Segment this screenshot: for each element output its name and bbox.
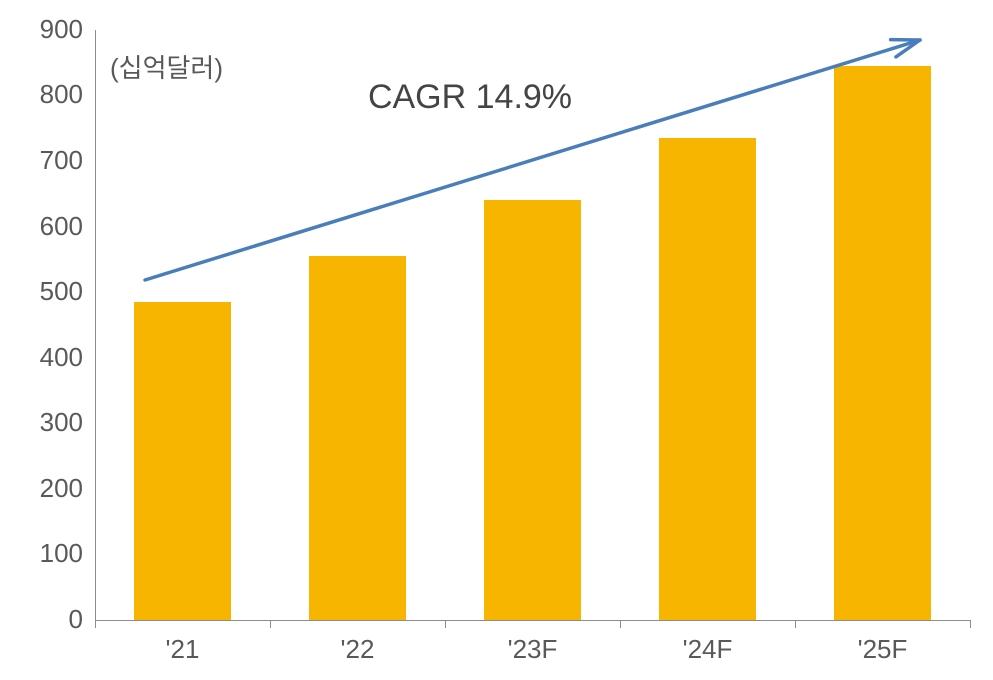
y-tick-label: 200 — [0, 473, 83, 504]
x-tick-mark — [95, 620, 96, 628]
x-tick-label: '24F — [620, 634, 795, 665]
x-tick-label: '22 — [270, 634, 445, 665]
bar-chart: 0100200300400500600700800900'21'22'23F'2… — [0, 0, 993, 680]
x-tick-mark — [795, 620, 796, 628]
x-tick-mark — [970, 620, 971, 628]
x-tick-label: '23F — [445, 634, 620, 665]
bar — [834, 66, 930, 620]
y-tick-label: 300 — [0, 407, 83, 438]
bar — [484, 200, 580, 620]
y-tick-label: 100 — [0, 538, 83, 569]
y-tick-label: 500 — [0, 276, 83, 307]
y-axis-line — [95, 30, 96, 620]
y-tick-label: 700 — [0, 145, 83, 176]
x-tick-mark — [270, 620, 271, 628]
x-tick-label: '21 — [95, 634, 270, 665]
x-axis-line — [95, 620, 970, 621]
bar — [659, 138, 755, 620]
bar — [134, 302, 230, 620]
y-tick-label: 400 — [0, 342, 83, 373]
x-tick-label: '25F — [795, 634, 970, 665]
y-tick-label: 600 — [0, 211, 83, 242]
y-tick-label: 0 — [0, 604, 83, 635]
x-tick-mark — [620, 620, 621, 628]
bar — [309, 256, 405, 620]
unit-label: (십억달러) — [110, 48, 223, 85]
x-tick-mark — [445, 620, 446, 628]
y-tick-label: 900 — [0, 14, 83, 45]
cagr-label: CAGR 14.9% — [320, 78, 620, 117]
y-tick-label: 800 — [0, 79, 83, 110]
